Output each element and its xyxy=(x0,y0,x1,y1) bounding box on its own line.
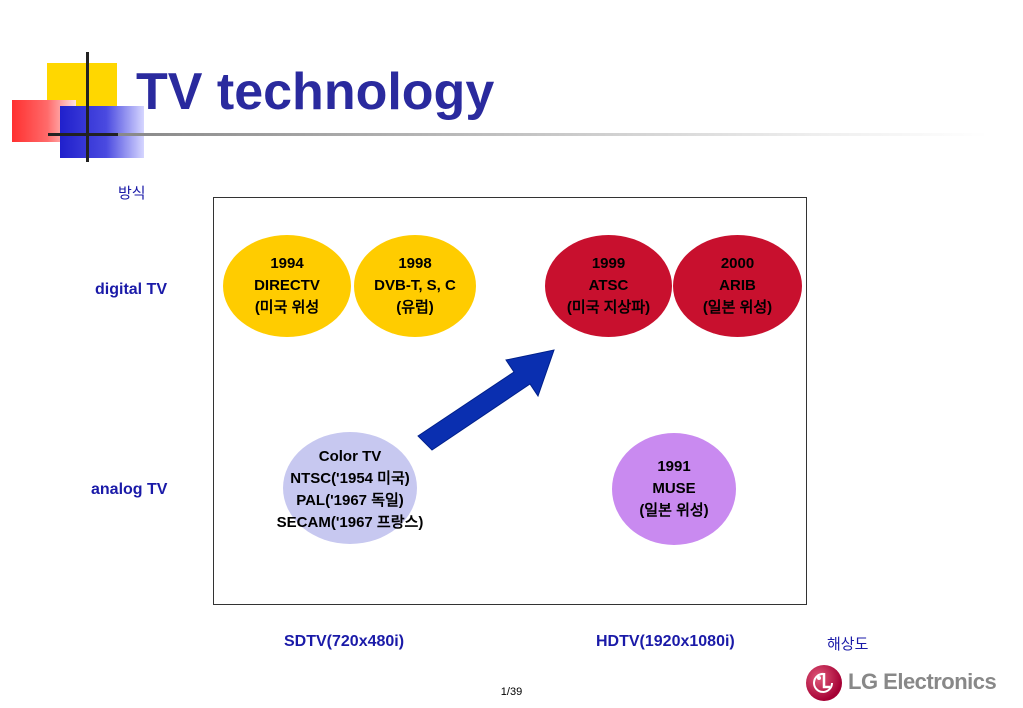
sdtv-label: SDTV(720x480i) xyxy=(284,633,405,650)
oval-text: (일본 위성) xyxy=(702,299,773,316)
oval-text: 1998 xyxy=(398,255,432,272)
title-underline xyxy=(118,133,988,136)
upgrade-arrow-icon xyxy=(417,349,555,451)
oval-text: DIRECTV xyxy=(254,277,320,294)
oval-text: (유럽) xyxy=(396,299,434,316)
oval-arib: 2000 ARIB (일본 위성) xyxy=(673,235,802,337)
oval-muse: 1991 MUSE (일본 위성) xyxy=(612,433,736,545)
oval-text: (일본 위성) xyxy=(639,502,709,519)
oval-atsc: 1999 ATSC (미국 지상파) xyxy=(545,235,672,337)
color-tv-text: Color TV NTSC('1954 미국) PAL('1967 독일) SE… xyxy=(243,446,457,534)
oval-text: NTSC('1954 미국) xyxy=(290,470,410,487)
arrow-shape xyxy=(417,349,555,451)
oval-text: ATSC xyxy=(588,277,629,294)
resolution-axis-label: 해상도 xyxy=(827,635,869,653)
oval-text: 2000 xyxy=(720,255,755,272)
oval-text: 1994 xyxy=(270,255,304,272)
oval-text: MUSE xyxy=(652,480,696,497)
oval-color-tv xyxy=(283,432,417,544)
oval-text: (미국 위성 xyxy=(254,299,320,316)
oval-text: Color TV xyxy=(318,448,382,465)
oval-text: (미국 지상파) xyxy=(566,299,651,316)
method-axis-label: 방식 xyxy=(118,184,146,202)
oval-text: SECAM('1967 프랑스) xyxy=(276,514,424,531)
diagram-frame xyxy=(213,197,807,605)
lg-face-logo-icon xyxy=(806,665,842,701)
page-number: 1/39 xyxy=(500,686,523,698)
lg-face-icon xyxy=(813,672,833,693)
oval-text: 1999 xyxy=(591,255,626,272)
oval-directv: 1994 DIRECTV (미국 위성 xyxy=(223,235,351,337)
oval-text: ARIB xyxy=(719,277,756,294)
hdtv-label: HDTV(1920x1080i) xyxy=(596,633,735,650)
oval-dvb: 1998 DVB-T, S, C (유럽) xyxy=(354,235,476,337)
title-decoration-vertical-line xyxy=(86,52,89,162)
oval-text: DVB-T, S, C xyxy=(374,277,456,294)
title-decoration-blue xyxy=(60,106,144,158)
title-decoration-horizontal-line xyxy=(48,133,138,136)
oval-text: 1991 xyxy=(657,458,691,475)
analog-tv-label: analog TV xyxy=(91,481,168,498)
oval-text: PAL('1967 독일) xyxy=(296,492,404,509)
slide-title: TV technology xyxy=(136,63,495,121)
digital-tv-label: digital TV xyxy=(95,281,167,298)
lg-electronics-logo-text: LG Electronics xyxy=(848,669,997,694)
